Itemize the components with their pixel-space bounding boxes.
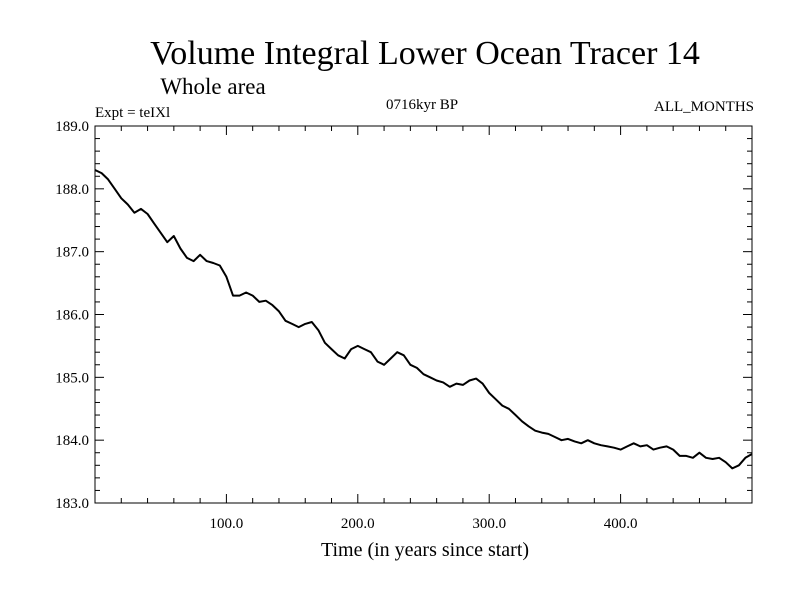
chart-subtitle: Whole area: [160, 74, 265, 99]
experiment-label: Expt = teIXl: [95, 105, 170, 121]
y-tick-label: 187.0: [55, 245, 89, 261]
x-axis-label: Time (in years since start): [321, 539, 529, 561]
y-tick-label: 189.0: [55, 119, 89, 135]
y-axis-ticks: 183.0 184.0 185.0 186.0 187.0 188.0 189.0: [55, 119, 752, 512]
y-tick-label: 188.0: [55, 182, 89, 198]
time-period-label: 0716kyr BP: [386, 97, 458, 113]
x-tick-label: 300.0: [472, 516, 506, 532]
y-tick-label: 185.0: [55, 370, 89, 386]
x-tick-label: 200.0: [341, 516, 375, 532]
y-tick-label: 186.0: [55, 308, 89, 324]
series-line: [94, 169, 753, 470]
y-tick-label: 184.0: [55, 433, 89, 449]
y-tick-label: 183.0: [55, 496, 89, 512]
months-label: ALL_MONTHS: [654, 99, 754, 115]
plot-frame: [94, 125, 753, 504]
x-tick-label: 100.0: [210, 516, 244, 532]
x-axis-ticks: 100.0 200.0 300.0 400.0: [94, 126, 753, 532]
chart-title: Volume Integral Lower Ocean Tracer 14: [150, 35, 700, 72]
x-tick-label: 400.0: [604, 516, 638, 532]
